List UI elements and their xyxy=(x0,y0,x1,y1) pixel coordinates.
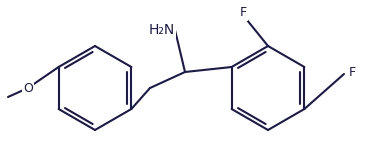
Text: F: F xyxy=(239,6,246,20)
Text: O: O xyxy=(23,81,33,94)
Text: F: F xyxy=(349,66,356,78)
Text: H₂N: H₂N xyxy=(149,23,175,37)
